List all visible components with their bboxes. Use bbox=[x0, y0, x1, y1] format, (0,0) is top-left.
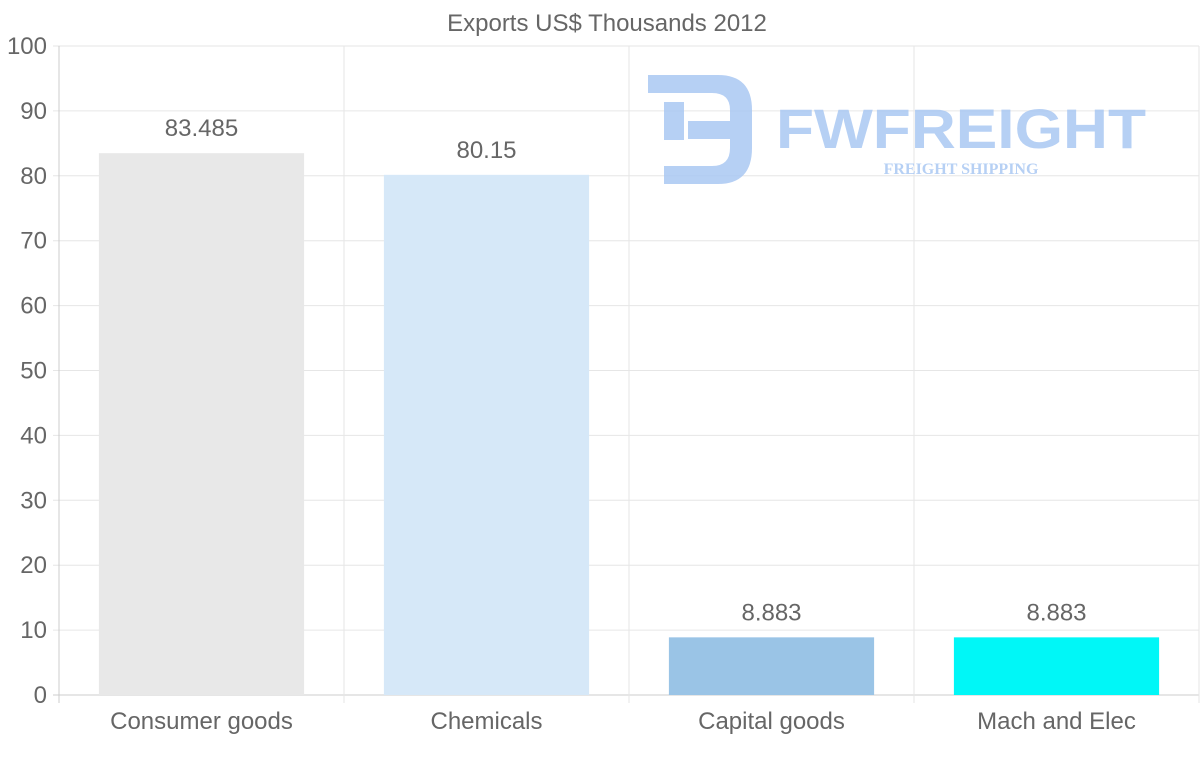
data-label: 80.15 bbox=[456, 137, 516, 164]
bar bbox=[383, 174, 590, 696]
watermark: FWFREIGHT FREIGHT SHIPPING bbox=[648, 75, 1146, 184]
bars-layer bbox=[98, 153, 1160, 696]
watermark-tagline: FREIGHT SHIPPING bbox=[884, 161, 1039, 178]
chart-title: Exports US$ Thousands 2012 bbox=[447, 10, 767, 37]
y-tick-label: 30 bbox=[20, 487, 47, 514]
y-tick-label: 0 bbox=[34, 682, 47, 709]
y-tick-label: 60 bbox=[20, 293, 47, 320]
labels-layer: 83.485 Consumer goods 80.15 Chemicals 8.883 C… bbox=[110, 115, 1136, 735]
bar bbox=[668, 637, 875, 695]
y-tick-label: 10 bbox=[20, 617, 47, 644]
y-tick-label: 100 bbox=[7, 33, 47, 60]
y-tick-label: 20 bbox=[20, 552, 47, 579]
fwfreight-logo-icon bbox=[648, 75, 752, 184]
x-tick-label: Mach and Elec bbox=[977, 708, 1136, 735]
watermark-brand: FWFREIGHT bbox=[776, 97, 1146, 160]
data-label: 8.883 bbox=[1026, 599, 1086, 626]
x-tick-label: Consumer goods bbox=[110, 708, 293, 735]
y-tick-label: 50 bbox=[20, 358, 47, 385]
bar bbox=[953, 637, 1160, 695]
bar bbox=[98, 153, 305, 695]
y-tick-label: 80 bbox=[20, 163, 47, 190]
x-tick-label: Chemicals bbox=[430, 708, 542, 735]
y-tick-label: 70 bbox=[20, 228, 47, 255]
y-tick-label: 40 bbox=[20, 422, 47, 449]
data-label: 83.485 bbox=[165, 115, 238, 142]
data-label: 8.883 bbox=[741, 599, 801, 626]
x-tick-label: Capital goods bbox=[698, 708, 845, 735]
y-tick-label: 90 bbox=[20, 98, 47, 125]
